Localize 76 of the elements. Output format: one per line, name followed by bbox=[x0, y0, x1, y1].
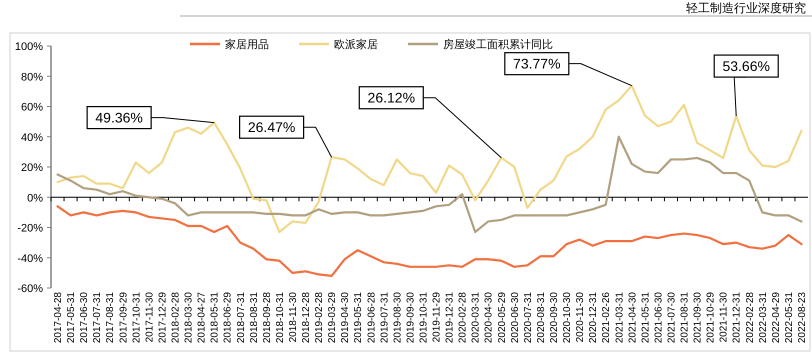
y-tick-label: 0% bbox=[27, 192, 44, 204]
x-tick-label: 2022-08-23 bbox=[796, 292, 808, 344]
x-tick-label: 2021-07-30 bbox=[666, 292, 678, 344]
x-tick-label: 2017-12-29 bbox=[157, 292, 168, 344]
x-tick-label: 2020-10-30 bbox=[562, 292, 574, 344]
x-tick-label: 2021-04-30 bbox=[627, 292, 638, 344]
x-tick-label: 2021-09-30 bbox=[692, 292, 704, 344]
x-tick-label: 2022-03-31 bbox=[758, 292, 769, 344]
x-tick-label: 2021-03-31 bbox=[614, 292, 626, 344]
x-tick-label: 2018-12-28 bbox=[301, 292, 312, 344]
y-tick-label: -20% bbox=[17, 222, 44, 234]
x-tick-label: 2018-11-30 bbox=[288, 292, 299, 342]
x-tick-label: 2019-12-31 bbox=[444, 292, 456, 344]
x-tick-label: 2018-03-30 bbox=[184, 292, 195, 344]
x-tick-label: 2017-11-30 bbox=[144, 292, 156, 342]
x-tick-label: 2020-02-28 bbox=[458, 292, 469, 344]
legend-label: 房屋竣工面积累计同比 bbox=[443, 38, 553, 51]
x-tick-label: 2018-04-27 bbox=[196, 292, 208, 344]
annotation: 49.36% bbox=[95, 110, 143, 126]
x-tick-label: 2019-05-31 bbox=[353, 292, 364, 344]
x-tick-label: 2019-04-30 bbox=[340, 292, 352, 344]
x-tick-label: 2018-09-28 bbox=[262, 292, 273, 344]
x-tick-label: 2019-10-31 bbox=[418, 292, 430, 344]
x-tick-label: 2020-07-31 bbox=[522, 292, 534, 344]
text: 轻工制造行业深度研究 bbox=[686, 1, 806, 15]
x-tick-label: 2017-09-29 bbox=[118, 292, 130, 344]
x-tick-label: 2020-03-31 bbox=[470, 292, 482, 344]
x-tick-label: 2020-06-30 bbox=[510, 292, 521, 344]
x-tick-label: 2019-08-30 bbox=[392, 292, 404, 344]
x-tick-label: 2021-11-30 bbox=[718, 292, 730, 342]
legend-label: 欧派家居 bbox=[334, 38, 378, 51]
x-tick-label: 2018-10-31 bbox=[274, 292, 286, 344]
x-tick-label: 2017-06-30 bbox=[79, 292, 90, 344]
x-tick-label: 2022-02-28 bbox=[744, 292, 756, 344]
x-tick-label: 2018-07-31 bbox=[236, 292, 247, 344]
annotation: 26.12% bbox=[368, 90, 416, 106]
x-tick-label: 2019-07-31 bbox=[379, 292, 390, 344]
y-tick-label: 100% bbox=[14, 41, 44, 53]
y-tick-label: -60% bbox=[17, 283, 44, 295]
x-tick-label: 2021-02-26 bbox=[601, 292, 612, 344]
legend-label: 家居用品 bbox=[225, 38, 269, 51]
annotation: 26.47% bbox=[248, 119, 296, 136]
y-tick-label: -40% bbox=[17, 252, 44, 265]
x-tick-label: 2019-11-29 bbox=[432, 292, 443, 342]
x-tick-label: 2017-04-28 bbox=[53, 292, 64, 344]
x-tick-label: 2018-05-31 bbox=[210, 292, 221, 344]
x-tick-label: 2017-07-31 bbox=[92, 292, 104, 344]
x-tick-label: 2019-06-28 bbox=[366, 292, 378, 344]
x-tick-label: 2021-06-30 bbox=[653, 292, 664, 344]
x-tick-label: 2021-08-31 bbox=[680, 292, 691, 344]
x-tick-label: 2018-08-31 bbox=[248, 292, 260, 344]
x-tick-label: 2017-05-31 bbox=[66, 292, 78, 344]
y-tick-label: 40% bbox=[20, 132, 44, 144]
y-tick-label: 60% bbox=[20, 102, 44, 114]
x-tick-label: 2020-12-31 bbox=[588, 292, 600, 344]
x-tick-label: 2020-09-30 bbox=[548, 292, 560, 344]
x-tick-label: 2018-06-29 bbox=[222, 292, 234, 344]
x-tick-label: 2022-04-29 bbox=[770, 292, 782, 344]
annotation: 53.66% bbox=[722, 58, 770, 74]
x-tick-label: 2020-08-31 bbox=[536, 292, 547, 344]
x-tick-label: 2018-02-28 bbox=[170, 292, 182, 344]
x-tick-label: 2021-10-29 bbox=[706, 292, 717, 344]
x-tick-label: 2022-05-31 bbox=[784, 292, 795, 344]
x-tick-label: 2017-10-31 bbox=[131, 292, 142, 344]
x-tick-label: 2021-05-31 bbox=[640, 292, 652, 344]
x-tick-label: 2017-08-31 bbox=[105, 292, 116, 344]
x-tick-label: 2019-02-28 bbox=[314, 292, 326, 344]
annotation: 73.77% bbox=[513, 56, 561, 72]
x-tick-label: 2020-05-29 bbox=[496, 292, 508, 344]
x-tick-label: 2019-09-30 bbox=[405, 292, 416, 344]
y-tick-label: 80% bbox=[20, 71, 44, 84]
x-tick-label: 2020-04-30 bbox=[484, 292, 495, 344]
x-tick-label: 2021-12-31 bbox=[732, 292, 743, 344]
x-tick-label: 2019-03-29 bbox=[327, 292, 338, 344]
x-tick-label: 2020-11-30 bbox=[575, 292, 586, 342]
y-tick-label: 20% bbox=[20, 162, 44, 174]
